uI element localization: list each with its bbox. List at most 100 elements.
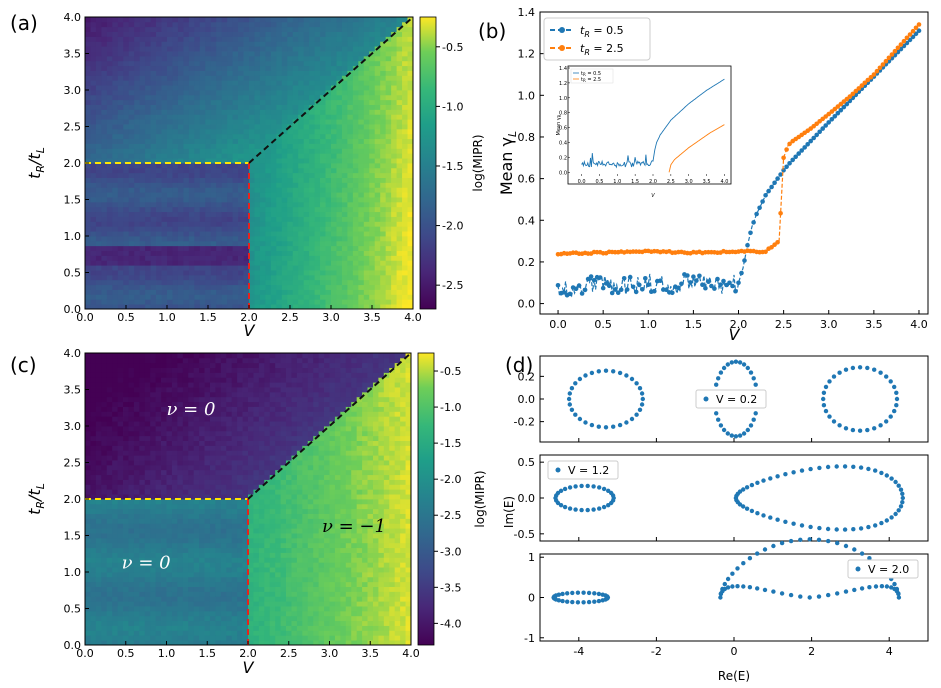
heatmap-cell — [205, 36, 212, 42]
heatmap-cell — [90, 479, 97, 485]
heatmap-cell — [227, 70, 233, 76]
heatmap-cell — [172, 80, 179, 86]
heatmap-cell — [227, 109, 233, 115]
heatmap-cell — [385, 216, 392, 222]
heatmap-cell — [144, 518, 151, 524]
heatmap-cell — [95, 75, 102, 81]
heatmap-cell — [391, 236, 397, 242]
guide-line — [248, 16, 414, 164]
heatmap-cell — [238, 304, 244, 309]
heatmap-cell — [227, 17, 233, 23]
heatmap-cell — [139, 90, 146, 96]
heatmap-cell — [254, 250, 261, 256]
heatmap-cell — [172, 158, 179, 164]
heatmap-cell — [128, 216, 135, 222]
heatmap-cell — [331, 260, 337, 266]
heatmap-cell — [144, 489, 151, 495]
heatmap-cell — [287, 21, 294, 28]
heatmap-cell — [172, 192, 179, 198]
heatmap-cell — [123, 625, 129, 631]
heatmap-cell — [112, 362, 118, 368]
heatmap-cell — [369, 245, 376, 251]
heatmap-cell — [287, 99, 294, 105]
heatmap-cell — [325, 221, 332, 227]
heatmap-cell — [259, 211, 266, 217]
heatmap-cell — [347, 17, 354, 23]
heatmap-cell — [276, 172, 283, 178]
heatmap-cell — [95, 547, 102, 553]
heatmap-cell — [358, 41, 365, 47]
heatmap-cell — [155, 353, 162, 359]
heatmap-cell — [358, 26, 365, 32]
heatmap-cell — [199, 304, 206, 309]
heatmap-cell — [117, 601, 124, 607]
heatmap-cell — [363, 250, 370, 256]
heatmap-cell — [210, 289, 217, 295]
heatmap-cell — [95, 601, 102, 607]
heatmap-cell — [205, 274, 212, 281]
heatmap-cell — [156, 75, 162, 81]
heatmap-cell — [243, 197, 250, 203]
heatmap-cell — [161, 396, 167, 403]
heatmap-cell — [128, 450, 135, 456]
heatmap-cell — [227, 85, 233, 91]
heatmap-cell — [265, 279, 272, 286]
heatmap-cell — [128, 382, 135, 388]
heatmap-cell — [117, 187, 124, 193]
heatmap-cell — [380, 245, 387, 251]
heatmap-cell — [292, 299, 299, 305]
heatmap-cell — [259, 289, 266, 295]
heatmap-cell — [177, 279, 184, 286]
heatmap-cell — [270, 55, 277, 62]
inset-x-tick-label: 0.5 — [595, 179, 603, 185]
heatmap-cell — [161, 426, 167, 432]
heatmap-cell — [183, 26, 190, 32]
heatmap-cell — [166, 469, 173, 476]
series-point — [624, 287, 630, 292]
heatmap-cell — [161, 182, 168, 188]
heatmap-cell — [150, 640, 157, 645]
heatmap-cell — [281, 99, 288, 105]
heatmap-cell — [347, 26, 354, 32]
heatmap-cell — [155, 387, 162, 393]
heatmap-cell — [188, 231, 195, 237]
heatmap-cell — [325, 94, 332, 101]
heatmap-cell — [156, 265, 162, 271]
heatmap-cell — [123, 401, 129, 407]
heatmap-cell — [128, 21, 135, 28]
heatmap-cell — [166, 523, 173, 529]
heatmap-cell — [314, 163, 321, 169]
heatmap-cell — [254, 206, 261, 213]
heatmap-cell — [303, 255, 310, 261]
heatmap-cell — [117, 625, 124, 631]
heatmap-cell — [298, 279, 305, 286]
heatmap-cell — [155, 406, 162, 412]
heatmap-cell — [90, 528, 97, 534]
heatmap-cell — [161, 455, 167, 461]
heatmap-cell — [123, 80, 130, 86]
heatmap-cell — [249, 201, 255, 208]
heatmap-cell — [402, 255, 408, 261]
heatmap-cell — [85, 562, 91, 568]
series-point — [591, 278, 597, 283]
heatmap-cell — [139, 36, 146, 42]
heatmap-cell — [139, 484, 146, 490]
heatmap-cell — [166, 387, 173, 393]
heatmap-cell — [254, 99, 261, 105]
heatmap-cell — [106, 85, 113, 91]
heatmap-cell — [150, 206, 157, 213]
series-point — [588, 274, 594, 279]
heatmap-cell — [112, 503, 118, 510]
heatmap-cell — [309, 182, 315, 188]
heatmap-cell — [95, 94, 102, 101]
heatmap-cell — [123, 499, 129, 505]
heatmap-cell — [358, 80, 365, 86]
heatmap-cell — [123, 586, 129, 592]
heatmap-cell — [145, 99, 151, 105]
heatmap-cell — [167, 114, 173, 120]
heatmap-cell — [391, 167, 397, 174]
heatmap-cell — [145, 17, 151, 23]
heatmap-cell — [167, 187, 173, 193]
heatmap-cell — [391, 284, 397, 290]
heatmap-cell — [309, 245, 315, 251]
